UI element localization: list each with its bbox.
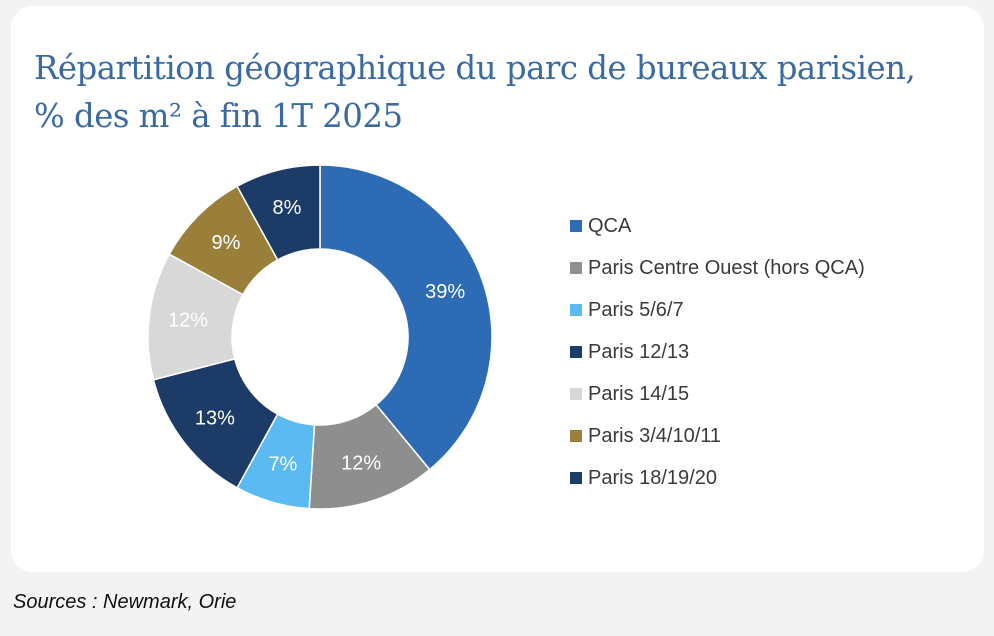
chart-legend: QCA Paris Centre Ouest (hors QCA) Paris 5/… <box>570 205 865 499</box>
legend-swatch <box>570 346 582 358</box>
chart-title-line-2: % des m² à fin 1T 2025 <box>34 96 403 135</box>
legend-swatch <box>570 472 582 484</box>
legend-label: Paris 14/15 <box>588 382 690 405</box>
data-label-paris-centre-ouest-hors-qca: 12% <box>341 452 381 474</box>
legend-label: Paris 18/19/20 <box>588 466 717 489</box>
data-label-paris-18-19-20: 8% <box>272 197 301 219</box>
legend-label: Paris 12/13 <box>588 340 690 363</box>
legend-label: Paris Centre Ouest (hors QCA) <box>588 256 865 279</box>
legend-swatch <box>570 220 582 232</box>
data-label-paris-3-4-10-11: 9% <box>212 232 241 254</box>
source-note: Sources : Newmark, Orie <box>13 591 237 613</box>
chart-title: Répartition géographique du parc de bure… <box>34 44 916 140</box>
data-label-paris-12-13: 13% <box>195 408 235 430</box>
legend-item-paris-18-19-20: Paris 18/19/20 <box>570 457 865 499</box>
legend-item-qca: QCA <box>570 205 865 247</box>
legend-swatch <box>570 388 582 400</box>
legend-label: Paris 5/6/7 <box>588 298 684 321</box>
chart-title-line-1: Répartition géographique du parc de bure… <box>34 48 916 87</box>
legend-item-paris-3-4-10-11: Paris 3/4/10/11 <box>570 415 865 457</box>
data-label-paris-14-15: 12% <box>168 309 208 331</box>
legend-item-paris-12-13: Paris 12/13 <box>570 331 865 373</box>
legend-swatch <box>570 430 582 442</box>
legend-label: Paris 3/4/10/11 <box>588 424 722 447</box>
legend-item-paris-5-6-7: Paris 5/6/7 <box>570 289 865 331</box>
legend-item-paris-centre-ouest-hors-qca: Paris Centre Ouest (hors QCA) <box>570 247 865 289</box>
legend-swatch <box>570 262 582 274</box>
legend-item-paris-14-15: Paris 14/15 <box>570 373 865 415</box>
data-label-qca: 39% <box>425 281 465 303</box>
donut-slice-qca <box>319 164 493 471</box>
donut-slice-paris-18-19-20 <box>236 164 321 261</box>
data-label-paris-5-6-7: 7% <box>268 454 297 476</box>
legend-label: QCA <box>588 214 632 237</box>
legend-swatch <box>570 304 582 316</box>
